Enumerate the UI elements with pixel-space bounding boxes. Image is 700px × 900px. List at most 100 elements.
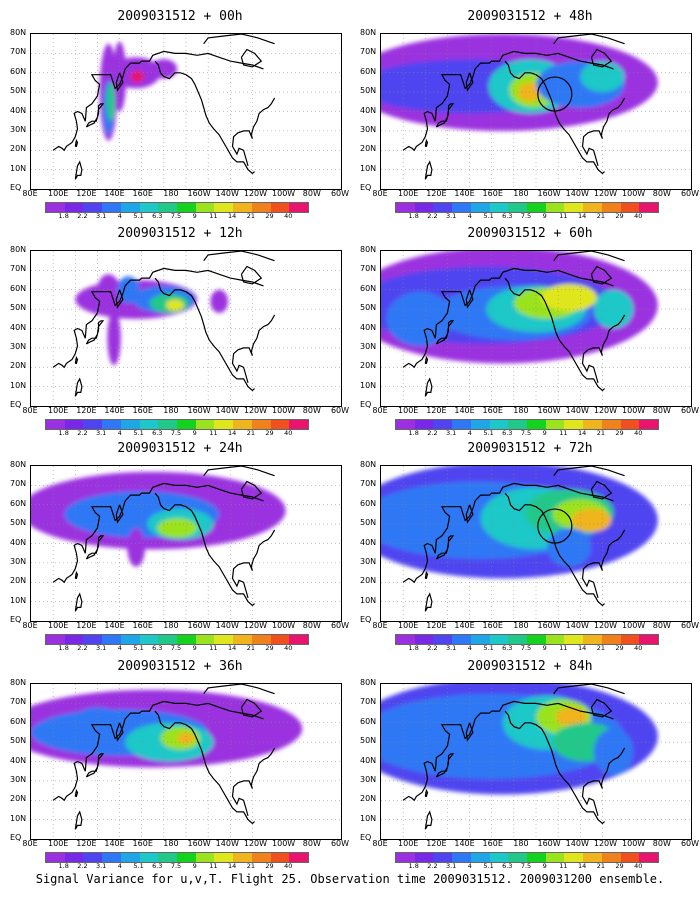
latitude-label: 30N — [360, 124, 377, 134]
colorbar-label: 11 — [209, 862, 218, 870]
coastline — [424, 355, 429, 365]
longitude-label: 120E — [426, 189, 447, 198]
latitude-label: 40N — [10, 537, 27, 547]
latitude-label: 50N — [360, 736, 377, 746]
longitude-label: 80W — [302, 189, 321, 198]
coastline — [465, 72, 474, 92]
longitude-label: 140W — [565, 621, 589, 630]
colorbar-label: 11 — [559, 429, 568, 437]
longitude-label: 140E — [454, 839, 475, 848]
colorbar-segment — [233, 420, 252, 429]
latitude-label: 70N — [10, 479, 27, 489]
colorbar-label: 21 — [246, 429, 255, 437]
map-panel: 2009031512 + 48h 80N 70N 60N 50N 40N 30N 20N 10N… — [360, 8, 700, 220]
longitude-label: 180 — [163, 406, 179, 415]
variance-contour — [166, 299, 184, 312]
map-svg — [381, 684, 691, 839]
map-svg — [381, 466, 691, 621]
colorbar-label: 6.3 — [502, 644, 513, 652]
colorbar-segment — [639, 853, 659, 862]
colorbar-segment — [46, 635, 65, 644]
longitude-label: 100E — [48, 189, 69, 198]
latitude-label: 30N — [10, 774, 27, 784]
coastline — [240, 48, 263, 68]
latitude-label: 10N — [360, 813, 377, 823]
longitude-label: 120E — [76, 406, 97, 415]
colorbar-segment — [214, 853, 234, 862]
coastline — [231, 747, 276, 816]
colorbar-label: 29 — [615, 644, 624, 652]
latitude-label: 10N — [10, 595, 27, 605]
latitude-label: 30N — [360, 774, 377, 784]
colorbar-segment — [289, 420, 309, 429]
latitude-label: EQ — [10, 400, 22, 409]
colorbar-segment — [452, 635, 471, 644]
colorbar-label: 4 — [467, 212, 472, 220]
observation-circle — [537, 508, 573, 544]
longitude-axis: 80E 100E 120E 140E 160E 180 160W 140W 120W 100W 80… — [372, 621, 699, 631]
colorbar-label: 14 — [578, 862, 587, 870]
colorbar-label: 3.1 — [95, 212, 107, 220]
colorbar-label: 14 — [228, 212, 237, 220]
colorbar-label: 40 — [284, 429, 293, 437]
colorbar-segment — [251, 420, 271, 429]
longitude-label: 80W — [302, 406, 321, 415]
longitude-label: 100E — [398, 189, 419, 198]
figure-caption: Signal Variance for u,v,T. Flight 25. Ob… — [35, 872, 665, 886]
longitude-label: 120W — [593, 406, 618, 415]
latitude-label: 60N — [360, 716, 377, 726]
latitude-label: 40N — [10, 105, 27, 115]
longitude-label: 100W — [622, 621, 646, 630]
colorbar-label: 2.2 — [427, 212, 438, 220]
colorbar-label: 21 — [246, 862, 255, 870]
map-panel: 2009031512 + 72h 80N 70N 60N 50N 40N 30N 20N 10N… — [360, 440, 700, 652]
coastline — [52, 50, 264, 152]
latitude-label: 40N — [360, 755, 377, 765]
longitude-label: 80E — [372, 839, 388, 848]
coastline — [435, 535, 455, 560]
colorbar-label: 14 — [578, 429, 587, 437]
coastline — [74, 138, 79, 148]
latitude-label: EQ — [360, 400, 372, 409]
colorbar-label: 1.8 — [58, 212, 69, 220]
colorbar — [395, 202, 659, 213]
coastline — [424, 377, 433, 397]
colorbar-label: 1.8 — [58, 862, 69, 870]
colorbar-segment — [583, 635, 602, 644]
coastline — [240, 480, 263, 500]
map-area — [380, 683, 692, 840]
colorbar-segment — [83, 853, 103, 862]
colorbar-label: 11 — [559, 212, 568, 220]
colorbar-segment — [601, 203, 621, 212]
latitude-label: 20N — [10, 144, 27, 154]
latitude-label: 10N — [10, 163, 27, 173]
longitude-label: 180 — [163, 621, 179, 630]
colorbar-label: 29 — [615, 862, 624, 870]
latitude-label: 70N — [10, 697, 27, 707]
colorbar-segment — [489, 853, 509, 862]
coastline — [74, 355, 79, 365]
colorbar-segment — [270, 203, 290, 212]
map-panel: 2009031512 + 24h 80N 70N 60N 50N 40N 30N 20N 10N… — [10, 440, 350, 652]
coastline — [402, 700, 614, 802]
colorbar-segment — [545, 203, 565, 212]
colorbar-segment — [64, 203, 84, 212]
colorbar-segment — [139, 203, 159, 212]
colorbar-segment — [120, 853, 140, 862]
colorbar-label: 1.8 — [408, 212, 419, 220]
latitude-label: 50N — [10, 736, 27, 746]
latitude-label: 60N — [360, 283, 377, 293]
colorbar-segment — [83, 203, 103, 212]
colorbar-label: 2.2 — [427, 429, 438, 437]
map-panel: 2009031512 + 84h 80N 70N 60N 50N 40N 30N 20N 10N… — [360, 658, 700, 870]
map-area — [30, 250, 342, 407]
longitude-label: 60W — [330, 621, 350, 630]
colorbar-segment — [433, 853, 453, 862]
colorbar-label: 9 — [192, 429, 197, 437]
colorbar — [45, 634, 309, 645]
map-area — [380, 250, 692, 407]
colorbar-label: 40 — [284, 212, 293, 220]
colorbar-label: 4 — [467, 862, 472, 870]
longitude-label: 120E — [426, 406, 447, 415]
coastline — [435, 320, 455, 345]
